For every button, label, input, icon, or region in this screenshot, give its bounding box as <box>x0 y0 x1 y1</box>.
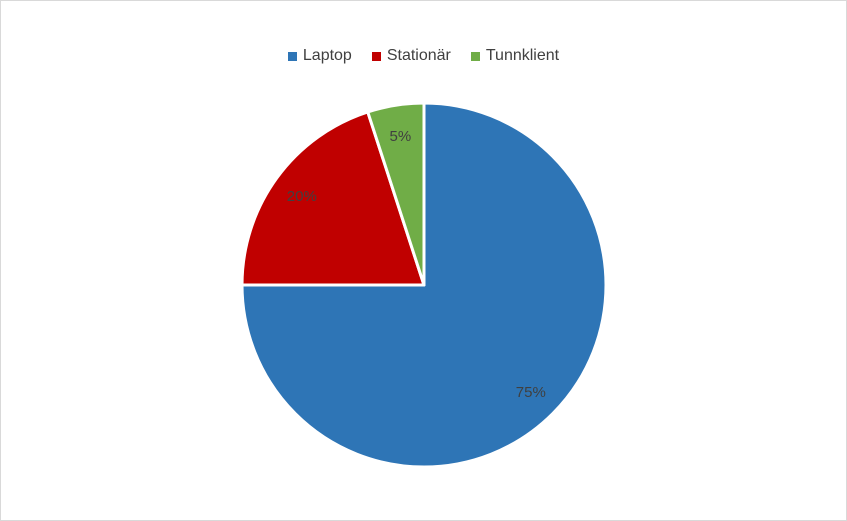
pie-slice-laptop <box>240 101 608 469</box>
pie-slice-stationar <box>240 110 426 287</box>
legend: Laptop Stationär Tunnklient <box>1 47 846 65</box>
legend-item-laptop: Laptop <box>287 47 352 65</box>
legend-swatch-laptop <box>287 51 297 61</box>
data-label-stationar: 20% <box>287 188 317 205</box>
pie-data-labels: 75% 20% 5% <box>287 128 546 401</box>
pie-slice-tunnklient <box>366 101 426 287</box>
legend-label-stationar: Stationär <box>386 47 451 64</box>
legend-item-tunnklient: Tunnklient <box>470 47 560 65</box>
legend-swatch-tunnklient <box>470 51 480 61</box>
data-label-laptop: 75% <box>516 384 546 401</box>
legend-label-laptop: Laptop <box>302 47 352 64</box>
pie-slices <box>240 101 608 469</box>
legend-swatch-stationar <box>371 51 381 61</box>
legend-label-tunnklient: Tunnklient <box>485 47 560 64</box>
data-label-tunnklient: 5% <box>390 128 412 145</box>
legend-item-stationar: Stationär <box>371 47 451 65</box>
